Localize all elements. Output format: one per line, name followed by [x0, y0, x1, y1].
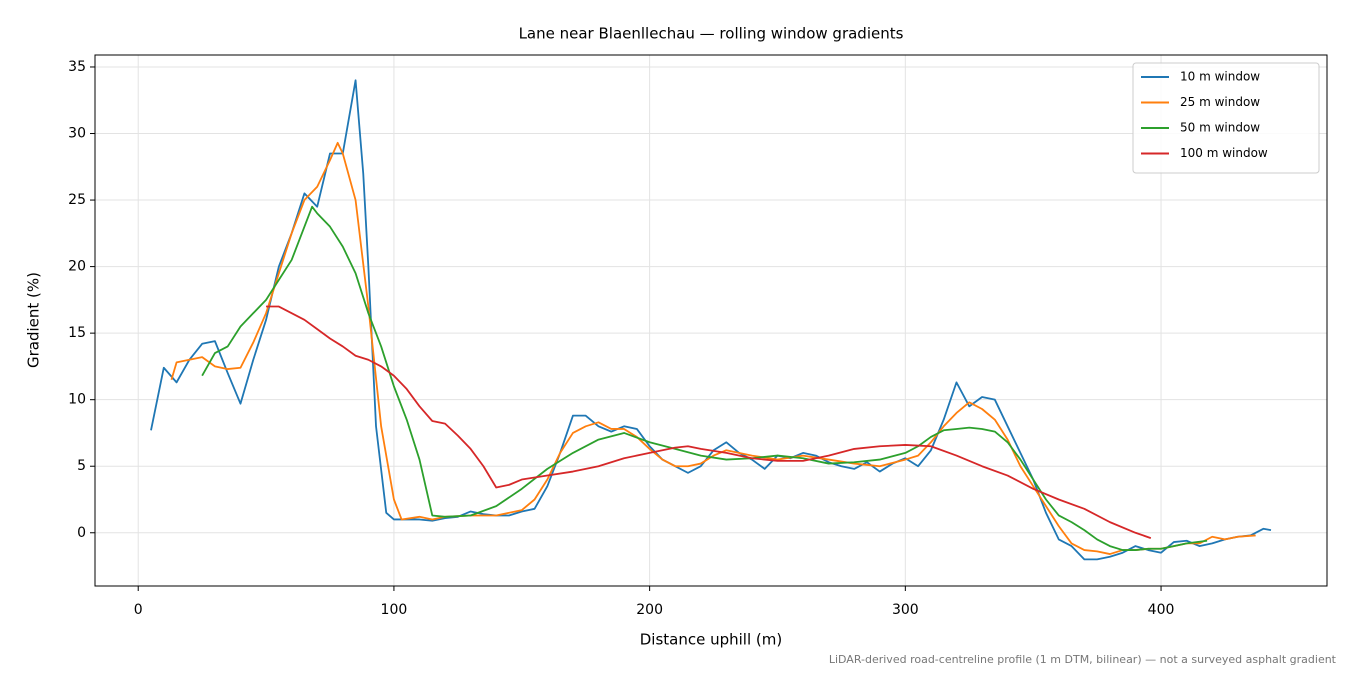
y-axis-label: Gradient (%) — [25, 272, 43, 368]
series-line — [201, 205, 1208, 551]
y-tick-label: 5 — [77, 458, 86, 474]
y-tick-label: 15 — [68, 325, 86, 341]
series-line — [170, 141, 1256, 555]
series-line — [150, 79, 1272, 561]
x-tick-label: 0 — [134, 602, 143, 618]
chart-title: Lane near Blaenllechau — rolling window … — [519, 25, 904, 43]
x-axis-label: Distance uphill (m) — [640, 631, 782, 649]
legend-label: 25 m window — [1180, 95, 1260, 109]
x-tick-label: 300 — [892, 602, 919, 618]
y-tick-label: 30 — [68, 126, 86, 142]
legend: 10 m window 25 m window 50 m window 100 m w… — [1132, 62, 1320, 174]
footnote: LiDAR-derived road-centreline profile (1… — [829, 653, 1337, 666]
x-tick-label: 100 — [381, 602, 408, 618]
x-tick-label: 200 — [636, 602, 663, 618]
y-tick-label: 0 — [77, 525, 86, 541]
series-line — [266, 305, 1152, 539]
legend-label: 50 m window — [1180, 121, 1260, 135]
y-tick-label: 25 — [68, 192, 86, 208]
plot-frame — [94, 54, 1328, 587]
y-tick-label: 20 — [68, 259, 86, 275]
legend-box — [1132, 62, 1320, 174]
legend-label: 10 m window — [1180, 70, 1260, 84]
legend-label: 100 m window — [1180, 146, 1268, 160]
y-tick-label: 35 — [68, 59, 86, 75]
y-tick-label: 10 — [68, 392, 86, 408]
x-tick-label: 400 — [1148, 602, 1175, 618]
